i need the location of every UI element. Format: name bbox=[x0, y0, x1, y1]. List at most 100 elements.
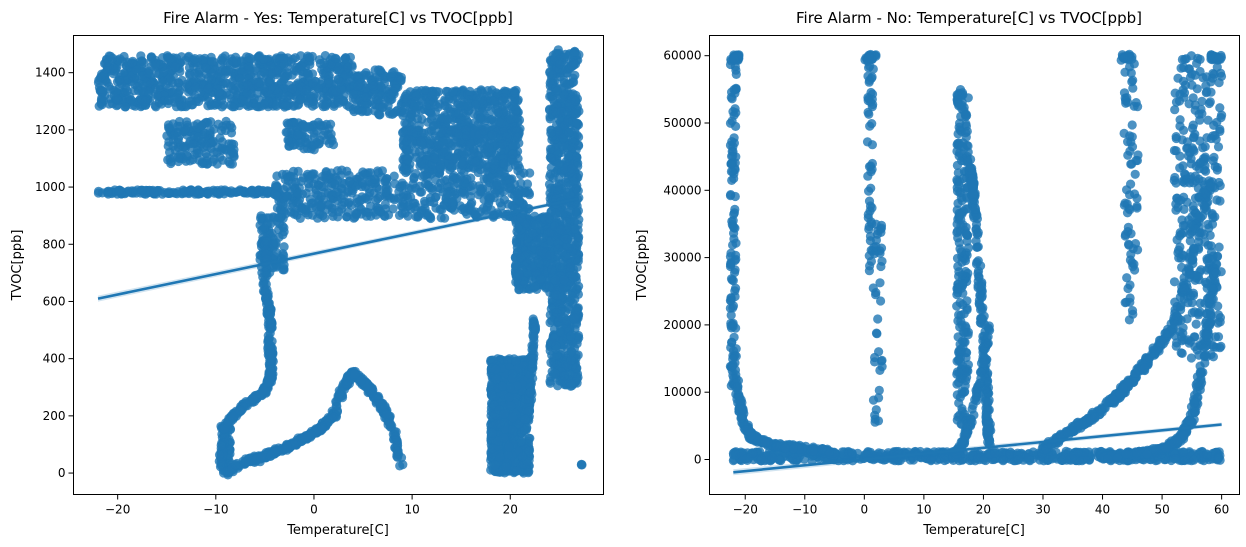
data-point bbox=[249, 93, 259, 104]
data-point bbox=[293, 130, 303, 140]
data-point bbox=[105, 51, 116, 61]
data-point bbox=[419, 128, 429, 138]
data-point bbox=[94, 101, 104, 111]
data-point bbox=[527, 228, 538, 238]
data-point bbox=[323, 78, 333, 88]
data-point bbox=[566, 355, 576, 365]
data-point bbox=[398, 111, 408, 121]
data-point bbox=[569, 77, 579, 87]
data-point bbox=[411, 201, 421, 212]
data-point bbox=[315, 201, 325, 211]
data-point bbox=[499, 409, 509, 419]
data-point bbox=[438, 125, 448, 135]
data-point bbox=[376, 82, 387, 92]
data-point bbox=[164, 96, 174, 106]
data-point bbox=[337, 178, 348, 188]
data-point bbox=[449, 205, 459, 215]
data-point bbox=[390, 84, 401, 94]
data-point bbox=[402, 155, 413, 165]
data-point bbox=[516, 178, 526, 188]
data-point bbox=[163, 188, 173, 198]
data-point bbox=[509, 101, 519, 111]
data-point bbox=[407, 136, 417, 146]
scatter-plot-fire-alarm-yes: Fire Alarm - Yes: Temperature[C] vs TVOC… bbox=[10, 9, 604, 538]
data-point bbox=[313, 213, 323, 223]
data-point bbox=[499, 195, 509, 205]
data-point bbox=[174, 78, 184, 88]
data-point bbox=[574, 141, 584, 151]
data-point bbox=[273, 87, 283, 98]
data-point bbox=[112, 77, 123, 87]
data-point bbox=[435, 162, 445, 172]
data-point bbox=[236, 186, 246, 196]
data-point bbox=[137, 185, 147, 195]
data-point bbox=[517, 452, 528, 462]
data-point bbox=[453, 178, 463, 188]
data-point bbox=[550, 208, 561, 218]
data-point bbox=[401, 165, 412, 175]
data-point bbox=[489, 160, 499, 170]
data-point bbox=[258, 54, 269, 64]
data-point bbox=[491, 364, 501, 374]
data-point bbox=[213, 119, 223, 129]
data-point bbox=[114, 185, 124, 195]
data-point bbox=[279, 227, 289, 237]
data-point bbox=[476, 138, 486, 148]
data-point bbox=[462, 174, 472, 184]
data-point bbox=[574, 281, 584, 291]
data-point bbox=[154, 69, 164, 79]
data-point bbox=[271, 238, 281, 248]
data-point bbox=[331, 87, 341, 97]
data-point bbox=[570, 47, 580, 57]
data-point bbox=[331, 188, 341, 198]
data-point bbox=[280, 101, 290, 111]
data-point bbox=[545, 250, 555, 260]
data-point bbox=[265, 61, 276, 71]
data-point bbox=[362, 211, 372, 221]
data-point bbox=[366, 168, 376, 178]
data-point bbox=[371, 210, 381, 220]
data-point bbox=[470, 157, 480, 167]
data-point bbox=[507, 373, 517, 383]
data-point bbox=[554, 159, 565, 169]
data-point bbox=[180, 124, 190, 134]
data-point bbox=[263, 188, 273, 199]
data-point bbox=[232, 56, 242, 66]
data-point bbox=[328, 140, 339, 150]
data-point bbox=[449, 153, 460, 163]
data-point bbox=[136, 51, 146, 61]
data-point bbox=[487, 130, 497, 140]
data-point bbox=[251, 101, 261, 111]
data-point bbox=[361, 92, 371, 102]
data-point bbox=[271, 180, 281, 190]
data-point bbox=[567, 347, 577, 357]
data-point bbox=[190, 54, 200, 64]
data-point bbox=[394, 187, 404, 197]
data-point bbox=[283, 91, 293, 101]
data-point bbox=[193, 132, 204, 142]
data-point bbox=[342, 212, 352, 222]
data-point bbox=[103, 189, 113, 199]
data-point bbox=[534, 258, 544, 268]
data-point bbox=[173, 152, 183, 163]
data-point bbox=[143, 86, 153, 97]
data-point bbox=[504, 183, 514, 193]
data-point bbox=[216, 187, 226, 197]
data-point bbox=[150, 60, 160, 70]
data-point bbox=[279, 242, 289, 252]
data-point bbox=[193, 68, 203, 78]
data-point bbox=[574, 232, 584, 242]
data-point bbox=[568, 298, 578, 309]
data-point bbox=[493, 436, 503, 446]
data-point bbox=[566, 331, 576, 341]
data-point bbox=[550, 275, 560, 285]
data-point bbox=[513, 189, 523, 199]
data-point bbox=[199, 142, 209, 152]
data-point bbox=[218, 65, 228, 75]
data-point bbox=[304, 52, 314, 62]
data-point bbox=[203, 189, 213, 199]
data-point bbox=[546, 183, 556, 193]
data-point bbox=[506, 114, 516, 124]
data-point bbox=[567, 164, 577, 174]
data-point bbox=[149, 187, 159, 197]
